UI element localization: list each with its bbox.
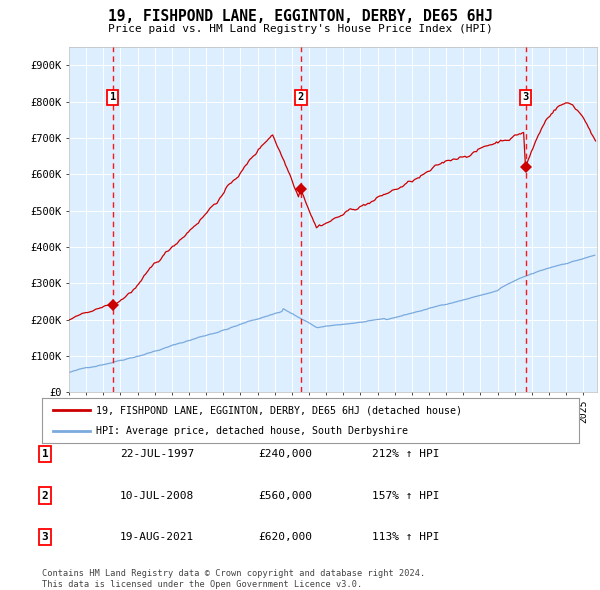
Text: 2: 2 [41, 491, 49, 500]
Text: 157% ↑ HPI: 157% ↑ HPI [372, 491, 439, 500]
Text: 3: 3 [41, 532, 49, 542]
Text: £560,000: £560,000 [258, 491, 312, 500]
Text: 3: 3 [523, 92, 529, 102]
Text: 1: 1 [110, 92, 116, 102]
Text: £620,000: £620,000 [258, 532, 312, 542]
Text: £240,000: £240,000 [258, 450, 312, 459]
Text: HPI: Average price, detached house, South Derbyshire: HPI: Average price, detached house, Sout… [96, 425, 408, 435]
Text: 10-JUL-2008: 10-JUL-2008 [120, 491, 194, 500]
Text: 19, FISHPOND LANE, EGGINTON, DERBY, DE65 6HJ (detached house): 19, FISHPOND LANE, EGGINTON, DERBY, DE65… [96, 405, 462, 415]
Text: 2: 2 [298, 92, 304, 102]
Text: Contains HM Land Registry data © Crown copyright and database right 2024.: Contains HM Land Registry data © Crown c… [42, 569, 425, 578]
Text: 19, FISHPOND LANE, EGGINTON, DERBY, DE65 6HJ: 19, FISHPOND LANE, EGGINTON, DERBY, DE65… [107, 9, 493, 24]
Text: This data is licensed under the Open Government Licence v3.0.: This data is licensed under the Open Gov… [42, 579, 362, 589]
Text: 22-JUL-1997: 22-JUL-1997 [120, 450, 194, 459]
Text: 113% ↑ HPI: 113% ↑ HPI [372, 532, 439, 542]
Text: 1: 1 [41, 450, 49, 459]
Text: Price paid vs. HM Land Registry's House Price Index (HPI): Price paid vs. HM Land Registry's House … [107, 24, 493, 34]
Text: 212% ↑ HPI: 212% ↑ HPI [372, 450, 439, 459]
Text: 19-AUG-2021: 19-AUG-2021 [120, 532, 194, 542]
